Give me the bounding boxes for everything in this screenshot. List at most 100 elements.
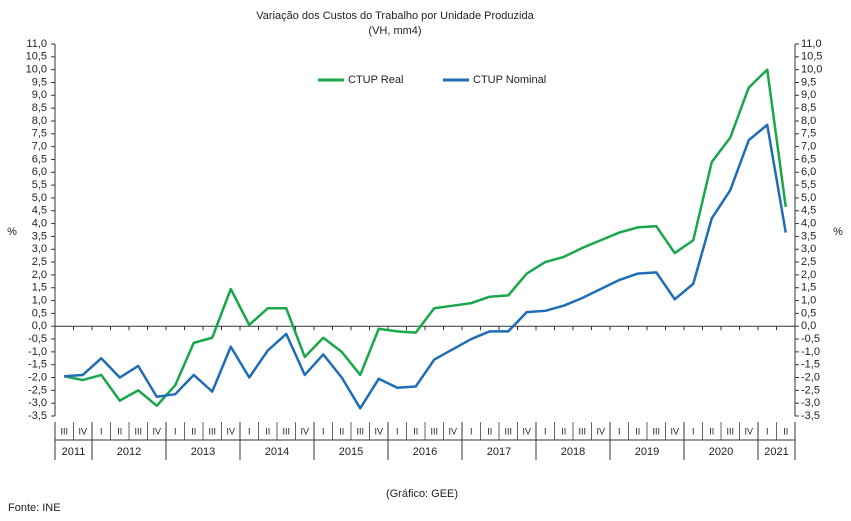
y2-tick-label: 0,5 — [801, 307, 816, 319]
x-tick-label: III — [60, 426, 68, 436]
x-tick-label: III — [504, 426, 512, 436]
legend-label: CTUP Real — [348, 74, 403, 86]
y2-tick-label: 3,0 — [801, 243, 816, 255]
y2-tick-label: 6,5 — [801, 153, 816, 165]
y-tick-label: 10,5 — [26, 51, 47, 63]
x-tick-label: IV — [670, 426, 679, 436]
x-tick-label: II — [117, 426, 122, 436]
x-tick-label: I — [692, 426, 695, 436]
y2-tick-label: -2,5 — [801, 384, 820, 396]
chart-subtitle: (VH, mm4) — [368, 25, 421, 37]
x-tick-label: I — [470, 426, 473, 436]
x-tick-label: IV — [152, 426, 161, 436]
year-label: 2021 — [764, 446, 788, 458]
x-tick-label: III — [208, 426, 216, 436]
x-tick-label: II — [265, 426, 270, 436]
y2-tick-label: -1,0 — [801, 346, 820, 358]
y-tick-label: 7,5 — [32, 128, 47, 140]
x-tick-label: I — [174, 426, 177, 436]
y-tick-label: -3,5 — [28, 410, 47, 422]
y-tick-label: 8,0 — [32, 115, 47, 127]
x-tick-label: IV — [522, 426, 531, 436]
x-tick-label: I — [396, 426, 399, 436]
year-label: 2016 — [413, 446, 437, 458]
y-tick-label: 1,0 — [32, 294, 47, 306]
y-tick-label: -2,5 — [28, 384, 47, 396]
y-tick-label: -1,0 — [28, 346, 47, 358]
x-tick-label: I — [766, 426, 769, 436]
y2-tick-label: 1,5 — [801, 282, 816, 294]
y2-tick-label: 0,0 — [801, 320, 816, 332]
y-tick-label: 3,0 — [32, 243, 47, 255]
y2-tick-label: 7,5 — [801, 128, 816, 140]
year-label: 2012 — [117, 446, 141, 458]
y-tick-label: 9,0 — [32, 89, 47, 101]
x-tick-label: II — [635, 426, 640, 436]
x-tick-label: III — [356, 426, 364, 436]
y-tick-label: 6,5 — [32, 153, 47, 165]
x-tick-label: I — [100, 426, 103, 436]
x-tick-label: IV — [78, 426, 87, 436]
series-line — [63, 68, 787, 407]
y-tick-label: 4,0 — [32, 217, 47, 229]
y-tick-label: 0,5 — [32, 307, 47, 319]
y2-tick-label: 10,0 — [801, 64, 822, 76]
year-label: 2017 — [487, 446, 511, 458]
y-tick-label: 5,5 — [32, 179, 47, 191]
y-tick-label: 10,0 — [26, 64, 47, 76]
y2-tick-label: 2,0 — [801, 269, 816, 281]
x-tick-label: III — [282, 426, 290, 436]
y-tick-label: 7,0 — [32, 141, 47, 153]
x-tick-label: I — [544, 426, 547, 436]
x-tick-label: II — [339, 426, 344, 436]
x-tick-label: III — [652, 426, 660, 436]
y2-tick-label: 4,5 — [801, 205, 816, 217]
x-tick-label: II — [709, 426, 714, 436]
source: Fonte: INE — [8, 502, 61, 514]
x-tick-label: I — [322, 426, 325, 436]
x-tick-label: III — [726, 426, 734, 436]
legend-label: CTUP Nominal — [473, 74, 546, 86]
y2-tick-label: 6,0 — [801, 166, 816, 178]
y2-tick-label: 4,0 — [801, 217, 816, 229]
y2-tick-label: 8,0 — [801, 115, 816, 127]
y2-tick-label: 5,5 — [801, 179, 816, 191]
y-tick-label: 8,5 — [32, 102, 47, 114]
chart-title: Variação dos Custos do Trabalho por Unid… — [256, 10, 534, 22]
y2-tick-label: -0,5 — [801, 333, 820, 345]
y2-tick-label: -3,0 — [801, 397, 820, 409]
y-tick-label: 2,5 — [32, 256, 47, 268]
y-tick-label: 2,0 — [32, 269, 47, 281]
y-tick-label: 9,5 — [32, 76, 47, 88]
y2-tick-label: -2,0 — [801, 371, 820, 383]
x-tick-label: III — [134, 426, 142, 436]
credit: (Gráfico: GEE) — [386, 488, 458, 500]
y2-tick-label: 9,5 — [801, 76, 816, 88]
y2-tick-label: 3,5 — [801, 230, 816, 242]
y-tick-label: -0,5 — [28, 333, 47, 345]
y-tick-label: 3,5 — [32, 230, 47, 242]
y2-tick-label: 5,0 — [801, 192, 816, 204]
x-tick-label: II — [783, 426, 788, 436]
y-tick-label: 5,0 — [32, 192, 47, 204]
x-tick-label: I — [248, 426, 251, 436]
y2-tick-label: 7,0 — [801, 141, 816, 153]
x-tick-label: IV — [226, 426, 235, 436]
x-tick-label: IV — [744, 426, 753, 436]
year-label: 2013 — [191, 446, 215, 458]
x-tick-label: III — [430, 426, 438, 436]
x-tick-label: III — [578, 426, 586, 436]
y2-tick-label: -1,5 — [801, 359, 820, 371]
y2-axis-label: % — [833, 226, 843, 238]
x-tick-label: II — [487, 426, 492, 436]
y-tick-label: -1,5 — [28, 359, 47, 371]
y2-tick-label: 8,5 — [801, 102, 816, 114]
year-label: 2018 — [561, 446, 585, 458]
series-line — [64, 123, 787, 410]
y2-tick-label: 1,0 — [801, 294, 816, 306]
x-tick-label: IV — [300, 426, 309, 436]
x-tick-label: II — [561, 426, 566, 436]
y-tick-label: -3,0 — [28, 397, 47, 409]
x-tick-label: IV — [596, 426, 605, 436]
